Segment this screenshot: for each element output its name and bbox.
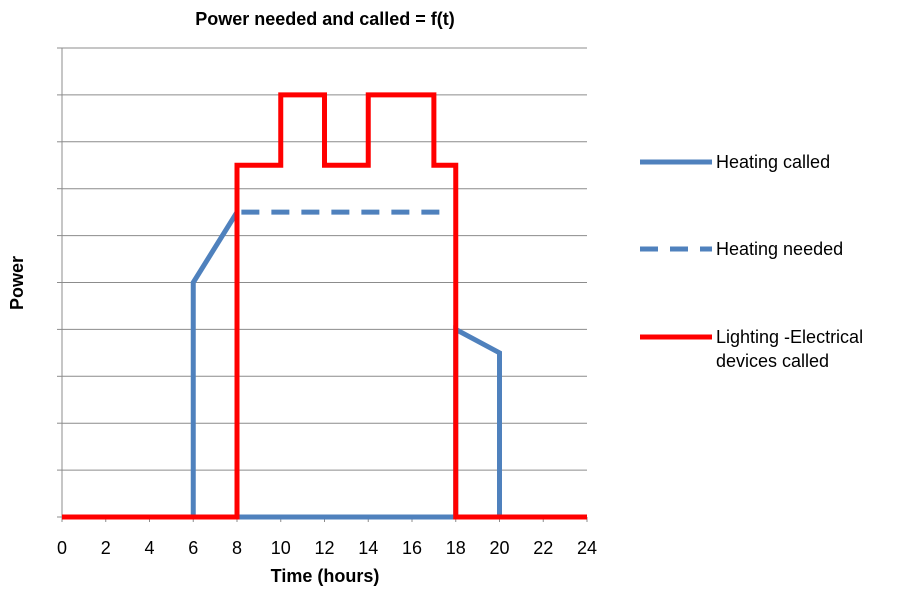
x-tick-label: 16 — [402, 538, 422, 558]
x-tick-label: 12 — [314, 538, 334, 558]
x-tick-label: 22 — [533, 538, 553, 558]
legend-swatch — [640, 334, 712, 340]
x-axis-label: Time (hours) — [271, 566, 380, 586]
x-tick-label: 8 — [232, 538, 242, 558]
series-line — [62, 92, 587, 520]
x-tick-label: 10 — [271, 538, 291, 558]
legend-label: Heating called — [716, 152, 831, 172]
legend-label: Lighting -Electrical devices called — [716, 327, 864, 371]
x-tick-label: 18 — [446, 538, 466, 558]
series-line — [62, 203, 587, 520]
x-tick-label: 0 — [57, 538, 67, 558]
x-tick-label: 14 — [358, 538, 378, 558]
legend-label: Heating needed — [716, 239, 844, 259]
legend-item: Heating called — [640, 150, 906, 174]
x-tick-label: 2 — [101, 538, 111, 558]
x-tick-label: 4 — [144, 538, 154, 558]
x-tick-label: 24 — [577, 538, 597, 558]
legend-item: Lighting -Electrical devices called — [640, 325, 906, 373]
x-tick-label: 20 — [489, 538, 509, 558]
chart-title: Power needed and called = f(t) — [195, 9, 455, 29]
legend-swatch — [640, 246, 712, 252]
x-tick-label: 6 — [188, 538, 198, 558]
y-axis-label: Power — [7, 256, 27, 310]
legend-item: Heating needed — [640, 237, 906, 261]
legend-swatch — [640, 159, 712, 165]
